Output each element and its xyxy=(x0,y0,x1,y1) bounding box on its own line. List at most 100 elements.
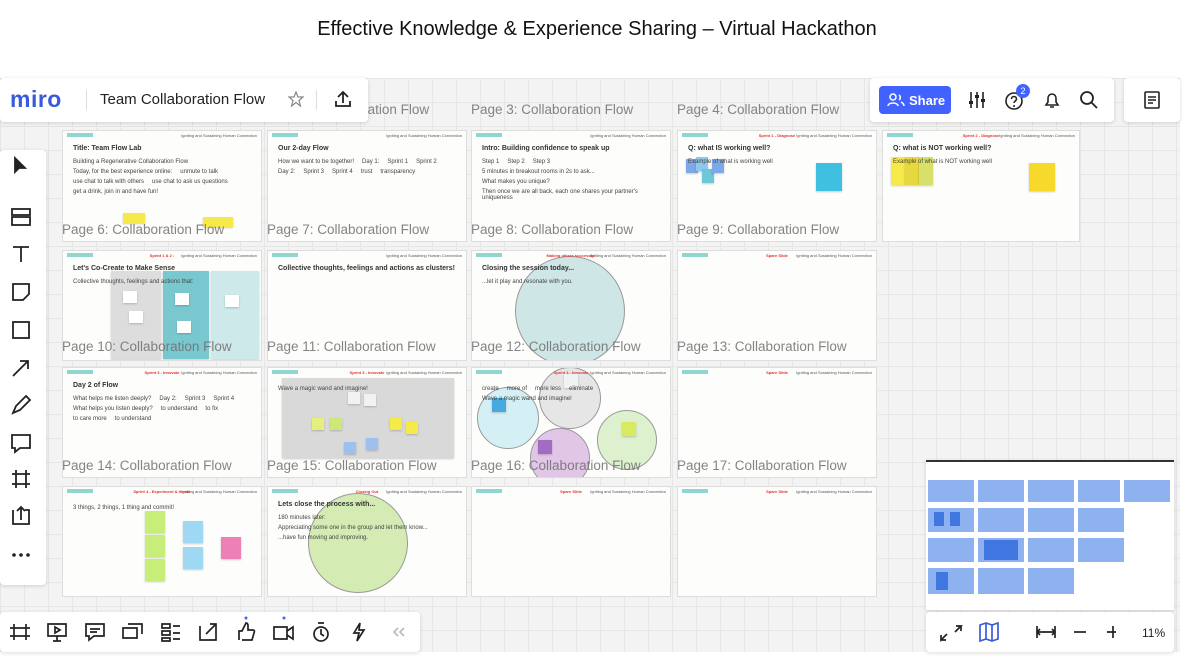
minimap-frames xyxy=(928,480,1170,594)
frame-label: Page 7: Collaboration Flow xyxy=(267,222,430,237)
frame-body: Step 1 Step 2 Step 3 5 minutes in breakout … xyxy=(482,159,662,201)
frame-header: Igniting and Sustaining Human Connection… xyxy=(678,131,876,140)
sticky-tool[interactable] xyxy=(12,283,30,301)
zoom-level[interactable]: 11% xyxy=(1142,626,1166,640)
timer-icon[interactable] xyxy=(313,626,329,642)
comment-tool[interactable] xyxy=(11,434,31,454)
map-icon[interactable] xyxy=(979,621,999,643)
sprint-tag: Sprint 2 - Diagnose xyxy=(962,133,1000,138)
comments-icon[interactable] xyxy=(85,623,105,642)
frame-text: create xyxy=(482,386,499,392)
export-icon[interactable] xyxy=(333,89,353,109)
frame-text: What helps you listen deeply? xyxy=(73,406,153,412)
sticky-note xyxy=(702,169,714,183)
zoom-in[interactable] xyxy=(1107,626,1119,638)
text-tool[interactable] xyxy=(13,246,29,262)
frame-label: Page 3: Collaboration Flow xyxy=(471,102,634,117)
sticky-note xyxy=(905,157,919,185)
frame-header: Igniting and Sustaining Human Connection… xyxy=(472,368,670,377)
fit-width-icon[interactable] xyxy=(1035,626,1057,638)
sticky-note xyxy=(712,159,724,173)
select-tool[interactable] xyxy=(14,155,28,175)
templates-tool[interactable] xyxy=(11,208,31,226)
header-logo xyxy=(67,253,93,257)
upload-tool[interactable] xyxy=(12,505,30,525)
frame: Igniting and Sustaining Human Connection… xyxy=(471,486,671,597)
frame-header: Igniting and Sustaining Human Connection xyxy=(63,131,261,140)
header-text: Igniting and Sustaining Human Connection xyxy=(796,253,872,258)
zoom-controls: 11% xyxy=(926,612,1174,652)
bottom-toolbar xyxy=(0,612,420,652)
frame-header: Igniting and Sustaining Human Connection… xyxy=(268,487,466,496)
sticky-note xyxy=(696,157,708,171)
shape-tool[interactable] xyxy=(12,321,30,339)
logo[interactable]: miro xyxy=(10,86,62,112)
sticky-note xyxy=(348,392,360,404)
notes-icon[interactable] xyxy=(1142,90,1162,110)
bell-icon[interactable] xyxy=(1042,90,1062,110)
circle-shape xyxy=(477,387,539,449)
header-logo xyxy=(682,253,708,257)
header-text: Igniting and Sustaining Human Connection xyxy=(590,253,666,258)
frame-text: Day 2: xyxy=(159,396,177,402)
frames-icon[interactable] xyxy=(10,624,30,640)
frame-tool[interactable] xyxy=(12,470,30,488)
frame-body: Building a Regenerative Collaboration Fl… xyxy=(73,159,253,195)
sticky-note xyxy=(145,535,165,557)
frame-label: Page 10: Collaboration Flow xyxy=(62,339,232,354)
cards-icon[interactable] xyxy=(122,623,143,639)
frame-body: 3 things, 2 things, 1 thing and commit! xyxy=(73,505,253,511)
present-icon[interactable] xyxy=(47,623,67,642)
sticky-note xyxy=(816,163,842,191)
connector-tool[interactable] xyxy=(12,360,29,377)
fit-icon[interactable] xyxy=(940,625,964,643)
sprint-tag: Sprint 1 & 2 : xyxy=(149,253,175,258)
sticky-note xyxy=(175,293,189,305)
frame-text: Step 2 xyxy=(507,159,525,165)
header-logo xyxy=(272,133,298,137)
header-logo xyxy=(67,133,93,137)
frame-label: Page 14: Collaboration Flow xyxy=(62,458,232,473)
frame-text: use chat to talk with others xyxy=(73,179,145,185)
sprint-tag: Spare Slide xyxy=(766,489,788,494)
frame-text: 5 minutes in breakout rooms in 2s to ask… xyxy=(482,169,595,175)
bottom-icons xyxy=(10,616,405,642)
search-icon[interactable] xyxy=(1079,90,1099,110)
frame-label: Page 16: Collaboration Flow xyxy=(471,458,641,473)
minimap[interactable] xyxy=(926,460,1174,610)
frame: Igniting and Sustaining Human Connection… xyxy=(267,367,467,478)
frame-header: Igniting and Sustaining Human Connection xyxy=(472,131,670,140)
frame-header: Igniting and Sustaining Human Connection xyxy=(268,131,466,140)
header-logo xyxy=(67,489,93,493)
timer-icon[interactable] xyxy=(318,622,325,637)
header-logo xyxy=(272,370,298,374)
apps-icon[interactable] xyxy=(352,622,366,642)
reaction-icon[interactable] xyxy=(238,622,256,641)
help-icon[interactable] xyxy=(1004,90,1026,112)
list-icon[interactable] xyxy=(161,623,180,642)
header-logo xyxy=(476,370,502,374)
settings-icon[interactable] xyxy=(967,90,987,110)
share-button[interactable]: Share xyxy=(879,86,951,114)
star-icon[interactable] xyxy=(288,91,304,107)
frame-text: ...let it play and resonate with you. xyxy=(482,279,573,285)
header-logo xyxy=(682,133,708,137)
notification-badge: 2 xyxy=(1016,84,1030,98)
video-icon[interactable] xyxy=(273,625,294,641)
header-text: Igniting and Sustaining Human Connection xyxy=(181,133,257,138)
frame: Igniting and Sustaining Human Connection… xyxy=(267,130,467,242)
header-text: Igniting and Sustaining Human Connection xyxy=(796,133,872,138)
board-title[interactable]: Team Collaboration Flow xyxy=(100,91,266,108)
tools-toolbar xyxy=(0,150,46,585)
sprint-tag: Sprint 3 - Innovate xyxy=(144,370,180,375)
pen-tool[interactable] xyxy=(11,394,32,415)
board-header: miro Team Collaboration Flow xyxy=(0,78,368,122)
collapse-icon[interactable] xyxy=(392,627,405,637)
frame-title: Q: what is NOT working well? xyxy=(893,145,992,152)
frame-header: Igniting and Sustaining Human Connection… xyxy=(678,368,876,377)
frame: Igniting and Sustaining Human Connection… xyxy=(62,486,262,597)
share-screen-icon[interactable] xyxy=(199,623,217,641)
more-tools[interactable] xyxy=(12,553,30,557)
divider xyxy=(86,90,87,110)
frame-label: Page 11: Collaboration Flow xyxy=(267,339,436,354)
